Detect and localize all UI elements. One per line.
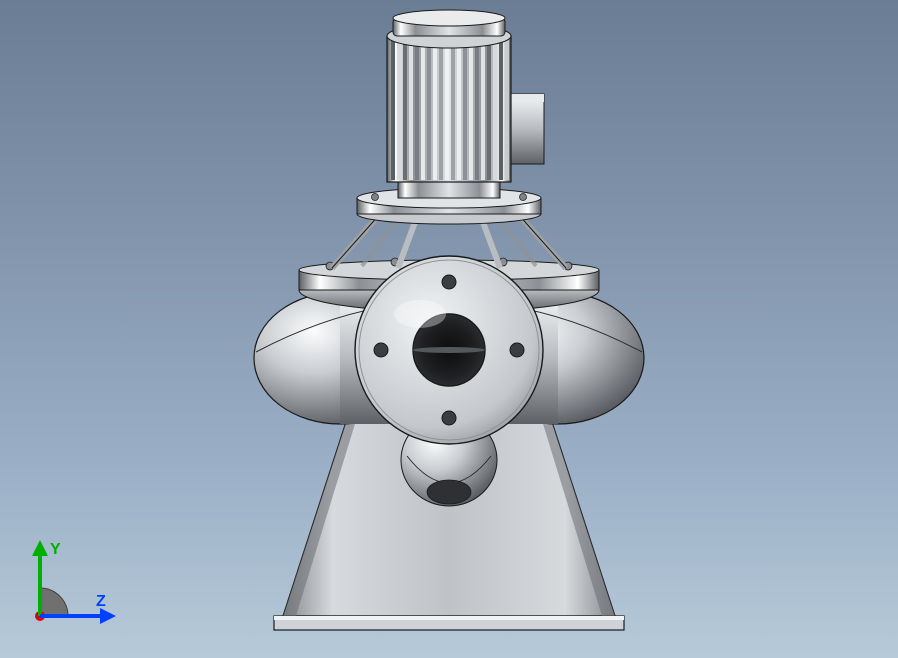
z-axis-label: Z xyxy=(96,593,106,610)
triad-origin-sector xyxy=(40,588,68,616)
model-render xyxy=(0,0,898,658)
discharge-flange xyxy=(355,256,543,444)
z-axis-arrowhead xyxy=(100,608,116,624)
y-axis-arrowhead xyxy=(32,540,48,556)
y-axis-label: Y xyxy=(50,541,61,558)
orientation-triad[interactable]: Y Z xyxy=(12,534,122,644)
orientation-triad-svg: Y Z xyxy=(12,534,122,644)
cad-viewport[interactable]: Y Z xyxy=(0,0,898,658)
motor xyxy=(387,10,544,198)
